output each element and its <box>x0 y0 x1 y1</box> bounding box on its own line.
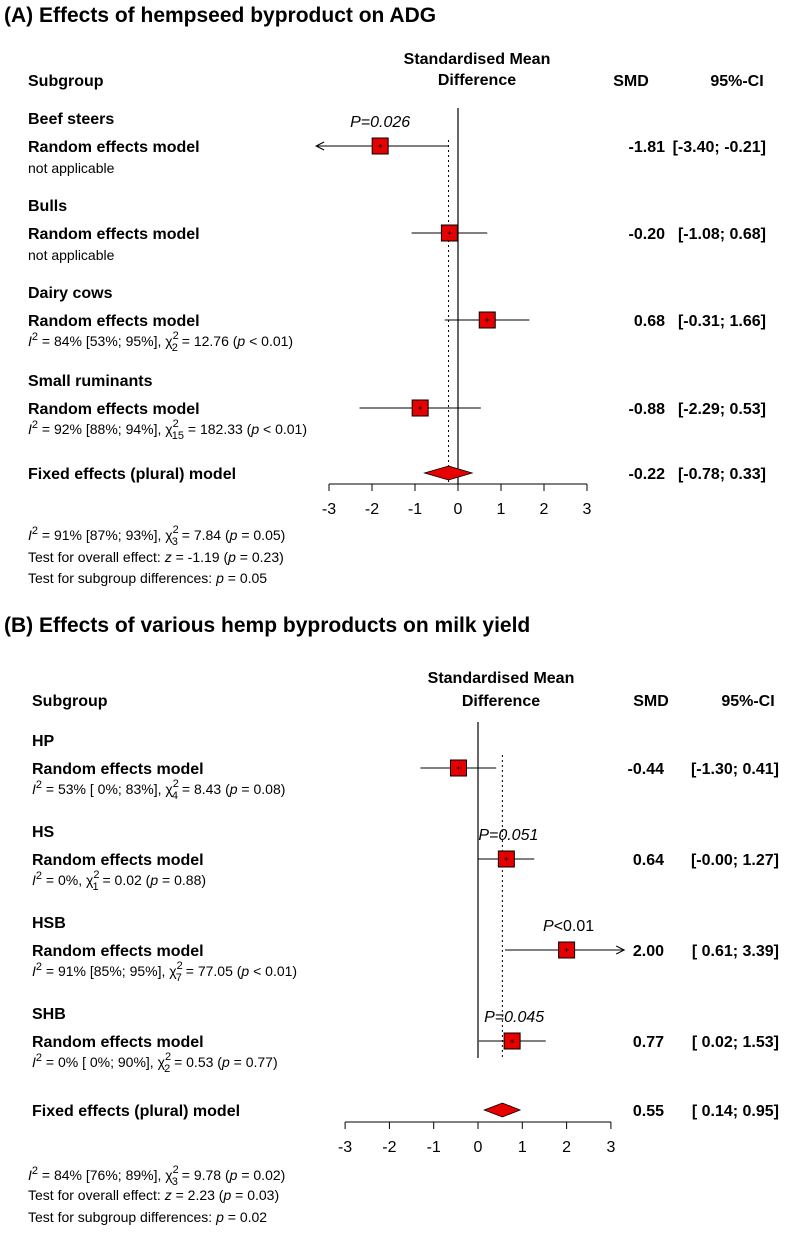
ci-value: [-0.31; 1.66] <box>678 313 766 330</box>
subgroup-header: Subgroup <box>32 693 108 710</box>
model-label: Random effects model <box>28 401 200 418</box>
smd-header: SMD <box>613 73 649 90</box>
subgroup-name: Bulls <box>28 198 67 215</box>
overall-heterogeneity: I2 = 84% [76%; 89%], χ2 3 = 9.78 (p = 0.0… <box>28 1164 285 1188</box>
effect-header-line2: Difference <box>438 72 516 89</box>
subgroup-name: HS <box>32 824 55 841</box>
overall-effect-test: Test for overall effect: z = 2.23 (p = 0… <box>28 1187 279 1203</box>
x-tick-label: 2 <box>562 1139 571 1156</box>
x-tick-label: -3 <box>338 1139 352 1156</box>
overall-diamond <box>483 1102 522 1118</box>
subgroup-name: HP <box>32 733 55 750</box>
x-tick-label: -1 <box>408 501 422 518</box>
overall-ci-value: [ 0.14; 0.95] <box>692 1103 779 1120</box>
overall-ci-value: [-0.78; 0.33] <box>678 466 766 483</box>
ci-header: 95%-CI <box>721 693 774 710</box>
smd-value: 2.00 <box>633 943 664 960</box>
subgroup-name: HSB <box>32 915 66 932</box>
x-tick-label: 2 <box>540 501 549 518</box>
p-value-label: P=0.026 <box>350 114 410 131</box>
smd-value: -0.20 <box>629 226 666 243</box>
heterogeneity-stats: not applicable <box>28 247 115 263</box>
subgroup-header: Subgroup <box>28 73 104 90</box>
subgroup-name: Beef steers <box>28 111 114 128</box>
x-tick-label: 0 <box>454 501 463 518</box>
ci-arrow-left <box>314 141 325 151</box>
smd-value: 0.68 <box>634 313 665 330</box>
heterogeneity-stats: I2 = 53% [ 0%; 83%], χ2 4 = 8.43 (p = 0.0… <box>32 778 285 802</box>
x-tick-label: 3 <box>606 1139 615 1156</box>
ci-value: [-3.40; -0.21] <box>673 139 766 156</box>
x-tick-label: -2 <box>382 1139 396 1156</box>
model-label: Random effects model <box>32 761 204 778</box>
ci-value: [-2.29; 0.53] <box>678 401 766 418</box>
smd-value: -0.88 <box>629 401 666 418</box>
effect-header-line2: Difference <box>462 693 540 710</box>
p-value-label: P=0.051 <box>478 827 538 844</box>
x-tick-label: -3 <box>322 501 336 518</box>
smd-header: SMD <box>633 693 669 710</box>
subgroup-difference-test: Test for subgroup differences: p = 0.02 <box>28 1209 267 1225</box>
heterogeneity-stats: not applicable <box>28 160 115 176</box>
subgroup-name: Dairy cows <box>28 285 113 302</box>
subgroup-name: SHB <box>32 1006 66 1023</box>
overall-effect-test: Test for overall effect: z = -1.19 (p = … <box>28 549 284 565</box>
heterogeneity-stats: I2 = 91% [85%; 95%], χ2 7 = 77.05 (p < 0.… <box>32 960 297 984</box>
x-tick-label: -1 <box>427 1139 441 1156</box>
x-tick-label: 0 <box>474 1139 483 1156</box>
ci-value: [ 0.02; 1.53] <box>692 1034 779 1051</box>
panel-title: (B) Effects of various hemp byproducts o… <box>4 614 530 637</box>
overall-label: Fixed effects (plural) model <box>32 1103 240 1120</box>
overall-smd-value: 0.55 <box>633 1103 664 1120</box>
heterogeneity-stats: I2 = 92% [88%; 94%], χ2 15 = 182.33 (p < … <box>28 418 307 442</box>
model-label: Random effects model <box>28 226 200 243</box>
overall-label: Fixed effects (plural) model <box>28 466 236 483</box>
smd-value: -0.44 <box>628 761 665 778</box>
smd-value: 0.64 <box>633 852 664 869</box>
ci-arrow-right <box>615 945 626 955</box>
model-label: Random effects model <box>32 852 204 869</box>
overall-smd-value: -0.22 <box>629 466 666 483</box>
smd-value: 0.77 <box>633 1034 664 1051</box>
x-tick-label: 3 <box>583 501 592 518</box>
p-value-label: P<0.01 <box>543 918 594 935</box>
model-label: Random effects model <box>32 943 204 960</box>
ci-value: [ 0.61; 3.39] <box>692 943 779 960</box>
smd-value: -1.81 <box>629 139 666 156</box>
heterogeneity-stats: I2 = 0% [ 0%; 90%], χ2 2 = 0.53 (p = 0.77… <box>32 1051 278 1075</box>
heterogeneity-stats: I2 = 0%, χ2 1 = 0.02 (p = 0.88) <box>32 869 206 893</box>
subgroup-difference-test: Test for subgroup differences: p = 0.05 <box>28 570 267 586</box>
overall-heterogeneity: I2 = 91% [87%; 93%], χ2 3 = 7.84 (p = 0.0… <box>28 524 285 548</box>
ci-value: [-1.08; 0.68] <box>678 226 766 243</box>
ci-value: [-1.30; 0.41] <box>691 761 779 778</box>
model-label: Random effects model <box>28 139 200 156</box>
effect-header-line1: Standardised Mean <box>428 670 575 687</box>
x-tick-label: 1 <box>497 501 506 518</box>
x-tick-label: 1 <box>518 1139 527 1156</box>
model-label: Random effects model <box>28 313 200 330</box>
model-label: Random effects model <box>32 1034 204 1051</box>
ci-header: 95%-CI <box>710 73 763 90</box>
x-tick-label: -2 <box>365 501 379 518</box>
subgroup-name: Small ruminants <box>28 373 153 390</box>
p-value-label: P=0.045 <box>484 1009 544 1026</box>
panel-title: (A) Effects of hempseed byproduct on ADG <box>4 4 436 27</box>
ci-value: [-0.00; 1.27] <box>691 852 779 869</box>
heterogeneity-stats: I2 = 84% [53%; 95%], χ2 2 = 12.76 (p < 0.… <box>28 330 293 354</box>
overall-diamond <box>423 465 474 481</box>
effect-header-line1: Standardised Mean <box>404 51 551 68</box>
